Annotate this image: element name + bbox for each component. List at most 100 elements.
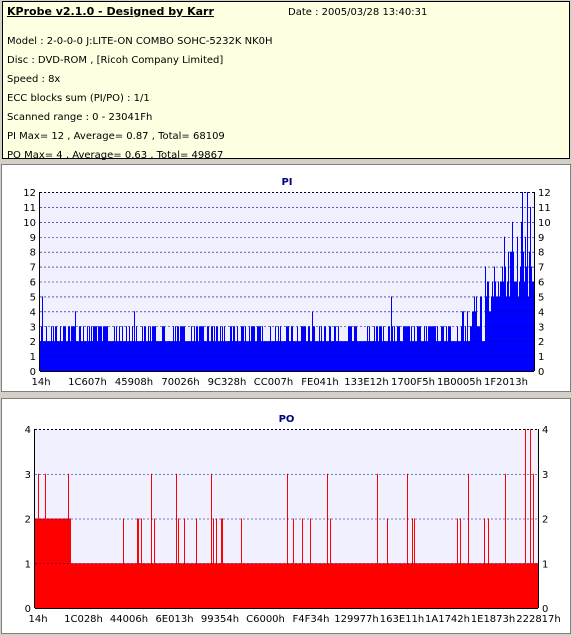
x-tick-label: 129977h	[334, 614, 379, 625]
bar	[453, 341, 454, 371]
bar	[306, 563, 307, 608]
bar	[260, 563, 261, 608]
bar	[298, 563, 299, 608]
bar	[52, 341, 53, 371]
bar	[522, 192, 523, 371]
bar	[478, 326, 479, 371]
bar	[178, 518, 179, 608]
bar	[116, 563, 117, 608]
y-tick-left: 8	[30, 248, 36, 259]
bar	[518, 296, 519, 371]
bar	[67, 518, 68, 608]
bar	[192, 563, 193, 608]
bar	[496, 296, 497, 371]
bar	[249, 326, 250, 371]
bar	[205, 341, 206, 371]
bar	[213, 341, 214, 371]
bar	[444, 563, 445, 608]
bar	[428, 326, 429, 371]
bar	[78, 341, 79, 371]
bar	[250, 563, 251, 608]
bar	[104, 563, 105, 608]
bar	[184, 518, 185, 608]
bar	[193, 563, 194, 608]
bar	[454, 341, 455, 371]
bar	[417, 563, 418, 608]
bar	[344, 563, 345, 608]
bar	[447, 341, 448, 371]
bar	[456, 563, 457, 608]
bar	[174, 341, 175, 371]
bar	[197, 563, 198, 608]
bar	[168, 341, 169, 371]
bar	[331, 341, 332, 371]
bar	[390, 563, 391, 608]
bar	[99, 563, 100, 608]
bar	[169, 563, 170, 608]
bar	[468, 341, 469, 371]
bar	[355, 563, 356, 608]
bar	[142, 326, 143, 371]
bar	[179, 563, 180, 608]
bar	[106, 326, 107, 371]
bar	[435, 326, 436, 371]
bar	[523, 563, 524, 608]
bar	[362, 341, 363, 371]
bar	[48, 518, 49, 608]
bar	[328, 341, 329, 371]
bar	[455, 563, 456, 608]
bar	[401, 341, 402, 371]
bar	[237, 563, 238, 608]
bar	[276, 563, 277, 608]
bar	[524, 563, 525, 608]
bar	[189, 341, 190, 371]
bar	[82, 341, 83, 371]
bar	[42, 296, 43, 371]
bar	[410, 563, 411, 608]
bar	[420, 563, 421, 608]
bar	[201, 326, 202, 371]
bar	[531, 563, 532, 608]
bar	[200, 563, 201, 608]
bar	[97, 341, 98, 371]
bar	[64, 518, 65, 608]
bar	[216, 518, 217, 608]
bar	[207, 563, 208, 608]
bar	[497, 296, 498, 371]
bar	[77, 563, 78, 608]
bar	[399, 326, 400, 371]
bar	[64, 326, 65, 371]
bar	[210, 563, 211, 608]
bar	[315, 563, 316, 608]
bar	[287, 473, 288, 608]
bar	[301, 326, 302, 371]
bar	[42, 518, 43, 608]
bar	[175, 563, 176, 608]
disc-line: Disc : DVD-ROM , [Ricoh Company Limited]	[7, 55, 224, 66]
bar	[427, 341, 428, 371]
bar	[433, 563, 434, 608]
bar	[281, 563, 282, 608]
bar	[404, 326, 405, 371]
bar	[469, 341, 470, 371]
bar	[107, 563, 108, 608]
bar	[274, 563, 275, 608]
y-tick-right: 3	[538, 322, 544, 333]
bar	[155, 326, 156, 371]
bar	[467, 563, 468, 608]
bar	[507, 281, 508, 371]
bar	[299, 341, 300, 371]
bar	[502, 266, 503, 371]
x-tick-label: 1C028h	[64, 614, 103, 625]
bar	[118, 341, 119, 371]
bar	[145, 563, 146, 608]
bar	[124, 341, 125, 371]
bar	[191, 563, 192, 608]
bar	[247, 341, 248, 371]
bar	[340, 341, 341, 371]
bar	[239, 341, 240, 371]
bar	[289, 341, 290, 371]
bar	[528, 563, 529, 608]
bar	[272, 563, 273, 608]
bar	[278, 326, 279, 371]
